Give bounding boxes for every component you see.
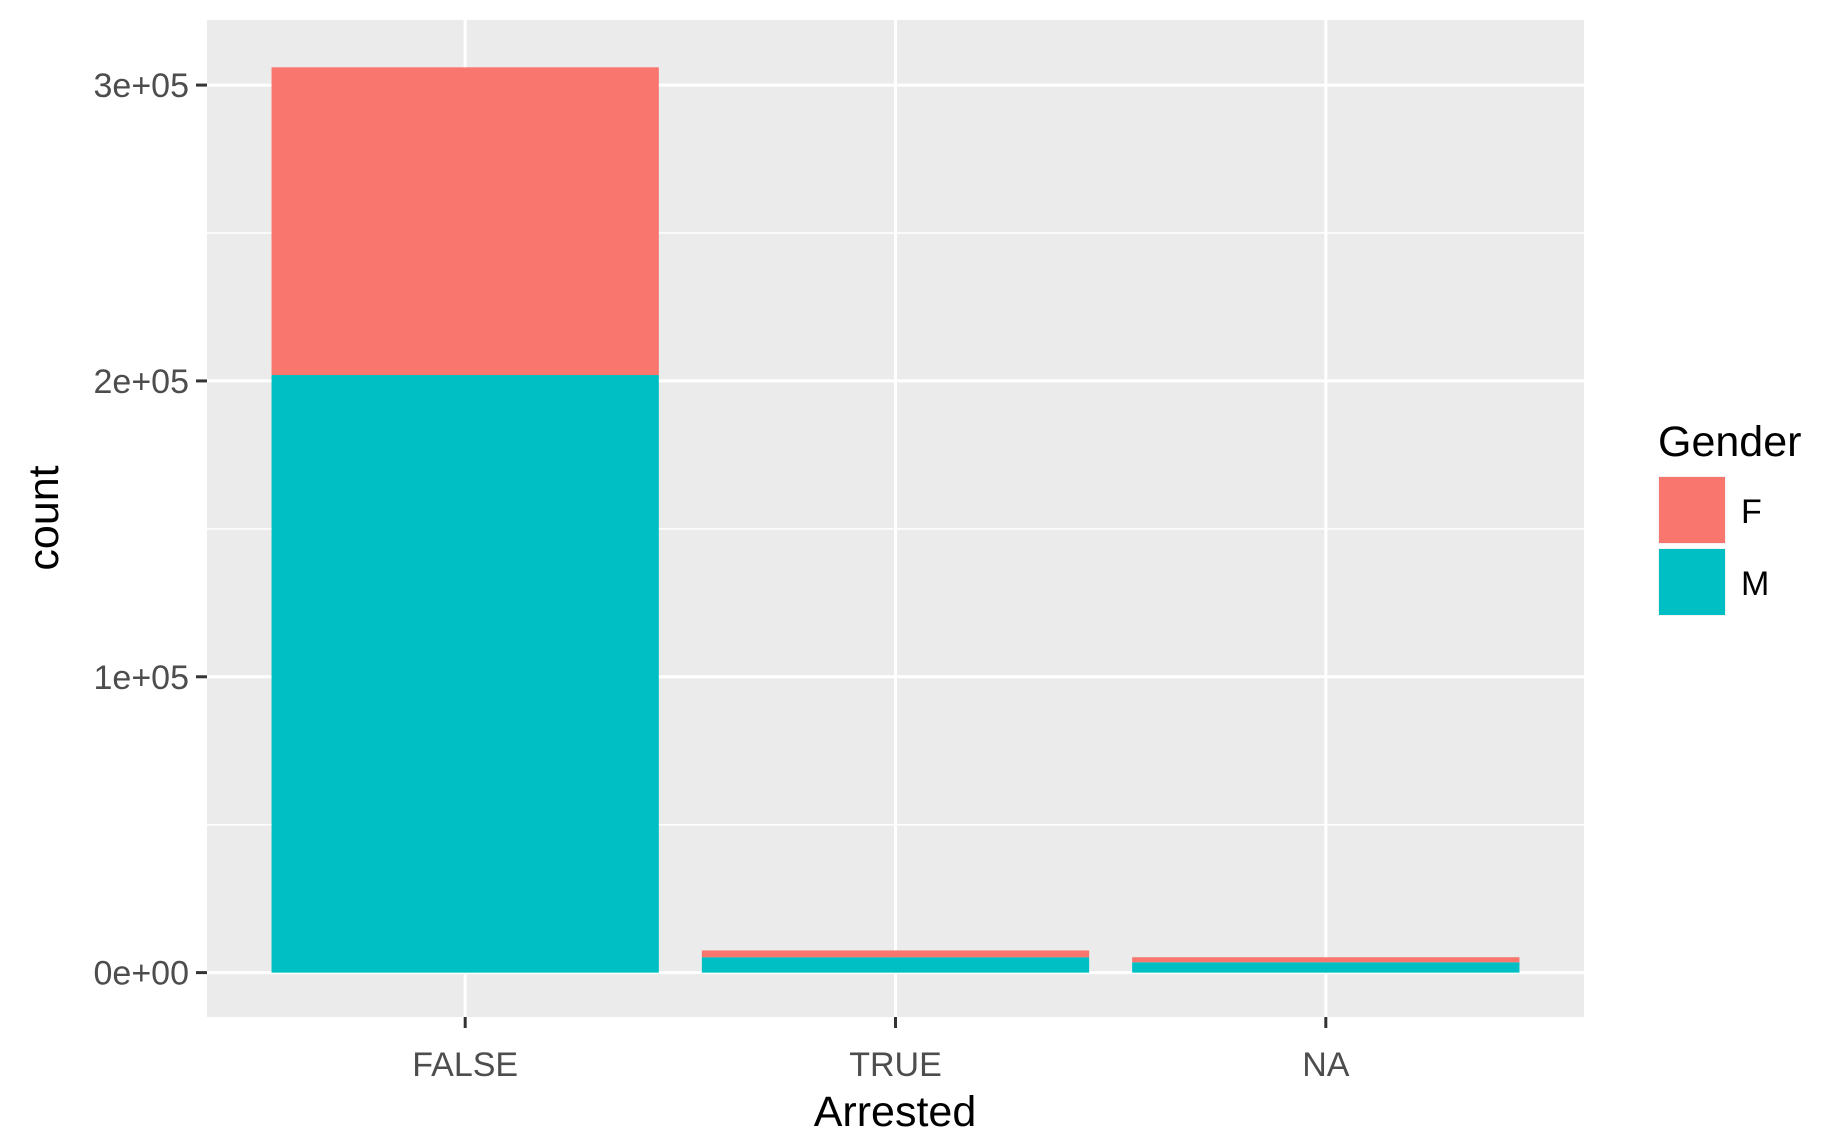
legend: Gender FM	[1658, 418, 1801, 616]
x-axis-title: Arrested	[814, 1088, 977, 1136]
legend-label-f: F	[1741, 493, 1762, 531]
bar-na-m	[1132, 962, 1520, 973]
y-axis: 0e+00 1e+05 2e+05 3e+05	[94, 67, 207, 993]
legend-title: Gender	[1658, 418, 1801, 466]
bar-false-m	[271, 375, 659, 973]
y-axis-title: count	[20, 465, 68, 570]
legend-swatch-f	[1659, 477, 1725, 543]
bar-true-f	[701, 950, 1090, 958]
x-tick-label: FALSE	[412, 1046, 518, 1084]
legend-swatch-m	[1659, 549, 1725, 615]
legend-label-m: M	[1741, 565, 1769, 603]
bar-true-m	[701, 957, 1090, 973]
y-tick-label: 3e+05	[94, 67, 190, 105]
y-tick-label: 0e+00	[94, 955, 190, 993]
y-tick-label: 1e+05	[94, 659, 190, 697]
x-tick-label: TRUE	[849, 1046, 942, 1084]
bar-na-f	[1132, 957, 1520, 963]
x-tick-label: NA	[1302, 1046, 1350, 1084]
bar-false-f	[271, 67, 659, 376]
bars	[271, 67, 1520, 973]
x-axis: FALSE TRUE NA	[412, 1017, 1350, 1084]
y-tick-label: 2e+05	[94, 363, 190, 401]
